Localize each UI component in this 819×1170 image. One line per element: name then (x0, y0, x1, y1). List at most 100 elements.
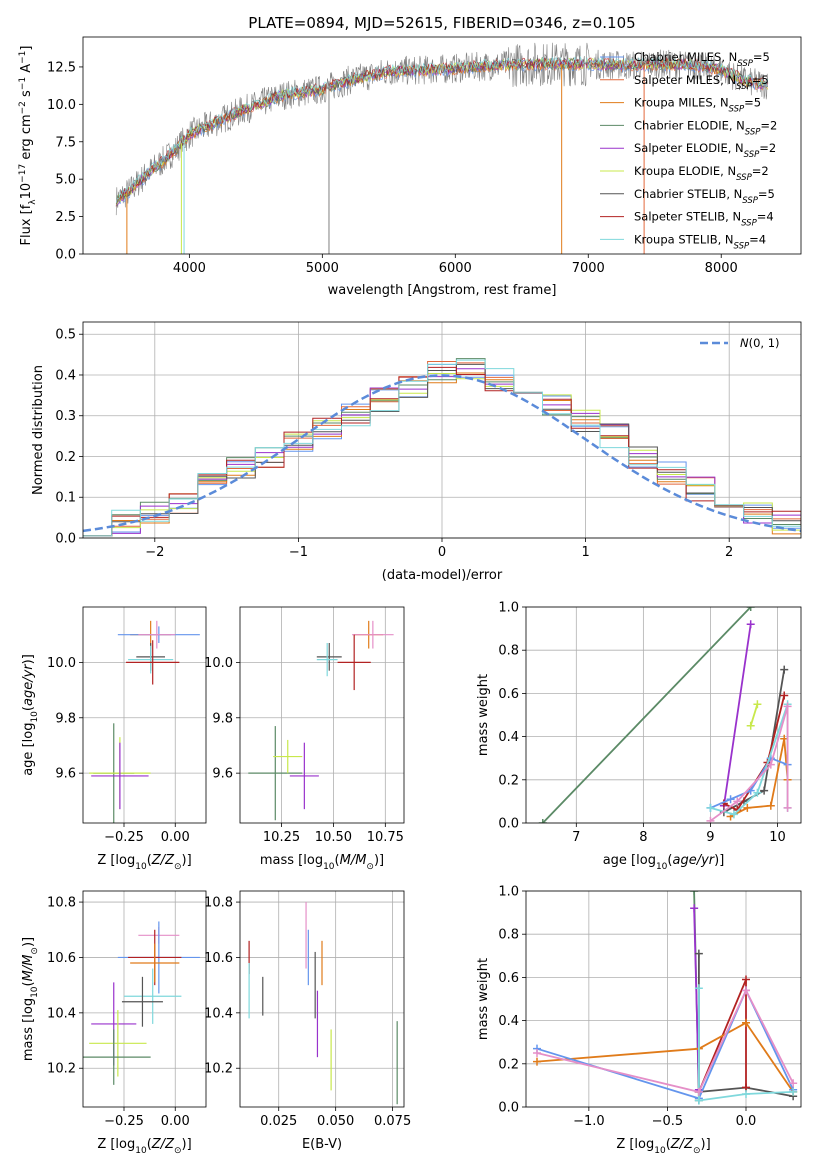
y-tick-label: 0.4 (498, 730, 519, 745)
y-axis-label: mass weight (476, 958, 491, 1040)
weight-marker (729, 810, 738, 819)
x-tick-label: 5000 (306, 261, 339, 276)
errorbar-point (316, 643, 342, 671)
weight-line (723, 624, 752, 806)
x-tick-label: 8 (639, 830, 647, 845)
legend-label-part: =5 (753, 50, 770, 64)
x-tick-label: 0 (438, 545, 446, 560)
weight-series (706, 754, 792, 812)
y-tick-label: 1.0 (498, 601, 519, 616)
legend-label: Kroupa STELIB, NSSP=4 (634, 232, 766, 251)
weight-marker (742, 975, 750, 984)
weight-marker (706, 816, 715, 823)
weight-marker (783, 803, 792, 812)
legend-label-part: SSP (737, 59, 753, 69)
y-tick-label: 9.6 (55, 767, 76, 782)
x-axis-label-part: mass [log (260, 853, 323, 868)
mass-vs-Z-frame (82, 890, 207, 1108)
residuals-plot-area (83, 358, 801, 538)
age-vs-Z-frame (82, 606, 207, 824)
weight-marker (726, 795, 735, 804)
errorbar-point (289, 742, 319, 810)
y-tick-label: 9.6 (212, 767, 233, 782)
x-tick-label: 1 (581, 545, 589, 560)
weight-series (719, 620, 755, 810)
legend-label-part: =2 (759, 141, 776, 155)
y-tick-label: 10.2 (47, 1062, 76, 1077)
chart-title: PLATE=0894, MJD=52615, FIBERID=0346, z=0… (248, 14, 635, 32)
y-axis-label-part: erg cm (19, 114, 34, 163)
x-tick-label: 0.00 (161, 1114, 190, 1129)
weight-marker (753, 700, 762, 709)
y-tick-label: 7.5 (55, 135, 76, 150)
y-tick-label: 10.4 (204, 1006, 233, 1021)
legend-label: Chabrier STELIB, NSSP=5 (634, 187, 775, 206)
age-vs-Z-plot-area (89, 620, 200, 823)
y-axis-label-part: ( (21, 981, 36, 986)
errorbar-point (130, 943, 180, 983)
x-axis-label-part: )] (182, 1137, 192, 1152)
y-axis-label-part: A (19, 64, 34, 77)
errorbar-point (126, 640, 180, 685)
x-axis-label-part: Z [log (97, 853, 135, 868)
legend-label-part: Salpeter ELODIE, N (634, 141, 744, 155)
weight-marker (783, 702, 792, 711)
x-tick-label: −0.25 (104, 1114, 144, 1129)
mass-vs-EBV-plot-area (248, 902, 398, 1105)
x-axis-label-part: 10 (323, 862, 335, 872)
y-axis-label: age [log10(age/yr)] (21, 654, 40, 776)
x-tick-label: 2 (725, 545, 733, 560)
legend-label-part: =5 (758, 187, 775, 201)
y-tick-label: 10.4 (47, 1006, 76, 1021)
y-tick-label: 5.0 (55, 173, 76, 188)
x-axis-label-part: 10 (654, 1146, 666, 1156)
y-axis-label: mass [log10(M/M⊙)] (21, 937, 40, 1061)
legend-label-part: SSP (741, 219, 757, 229)
x-tick-label: 10.25 (263, 830, 300, 845)
y-axis-label-part: 10 (19, 183, 34, 200)
y-axis-label-part: )] (21, 654, 36, 664)
legend-label-part: SSP (736, 82, 752, 92)
x-axis-label-part: ( (147, 1137, 152, 1152)
y-axis-label-part: mass [log (21, 998, 36, 1061)
massweight-vs-age-plot-area (538, 607, 792, 823)
x-axis-label-part: ( (667, 853, 672, 868)
x-axis-label-part: 10 (135, 1146, 147, 1156)
legend-label-part: Chabrier ELODIE, N (634, 118, 745, 132)
y-axis-label: Flux [fλ10−17 erg cm−2 s−1 A−1] (18, 46, 38, 246)
y-tick-label: 0.4 (498, 1014, 519, 1029)
y-axis-label: Normed distribution (31, 365, 46, 495)
weight-marker (789, 1079, 798, 1088)
massweight-vs-Z-frame (525, 890, 802, 1108)
x-axis-label-part: )] (701, 1137, 711, 1152)
massweight-vs-Z-panel: −1.0 −0.5 0.0 0.0 0.2 0.4 0.6 0.8 1.0 Z [log10(Z/… (476, 885, 802, 1156)
legend-label-part: =2 (752, 164, 769, 178)
y-tick-label: 0.2 (498, 773, 519, 788)
x-tick-label: 4000 (173, 261, 206, 276)
massweight-vs-age-frame (525, 606, 802, 824)
legend-label-part: SSP (742, 196, 758, 206)
weight-marker (533, 1049, 541, 1057)
y-tick-label: 10.0 (47, 98, 76, 113)
weight-line (542, 607, 752, 823)
y-axis-label-part: −17 (18, 164, 28, 183)
errorbar-point (248, 726, 303, 821)
y-tick-label: 0.4 (55, 368, 76, 383)
x-tick-label: −1.0 (573, 1114, 605, 1129)
weight-series (690, 904, 703, 1094)
weight-marker (743, 803, 752, 812)
x-axis-label: age [log10(age/yr)] (603, 853, 725, 872)
errorbar-point (91, 742, 149, 810)
weight-marker (746, 607, 755, 611)
x-axis-label-part: ⊙ (693, 1146, 701, 1156)
weight-marker (533, 1057, 541, 1066)
x-axis-label-part: ⊙ (366, 862, 374, 872)
x-axis-label-part: age/yr (672, 853, 715, 868)
y-tick-label: 10.8 (204, 896, 233, 911)
legend-label: Chabrier MILES, NSSP=5 (634, 50, 770, 69)
y-tick-label: 0.8 (498, 644, 519, 659)
x-tick-label: −2 (145, 545, 164, 560)
x-axis-label-part: Z/Z (151, 853, 175, 868)
